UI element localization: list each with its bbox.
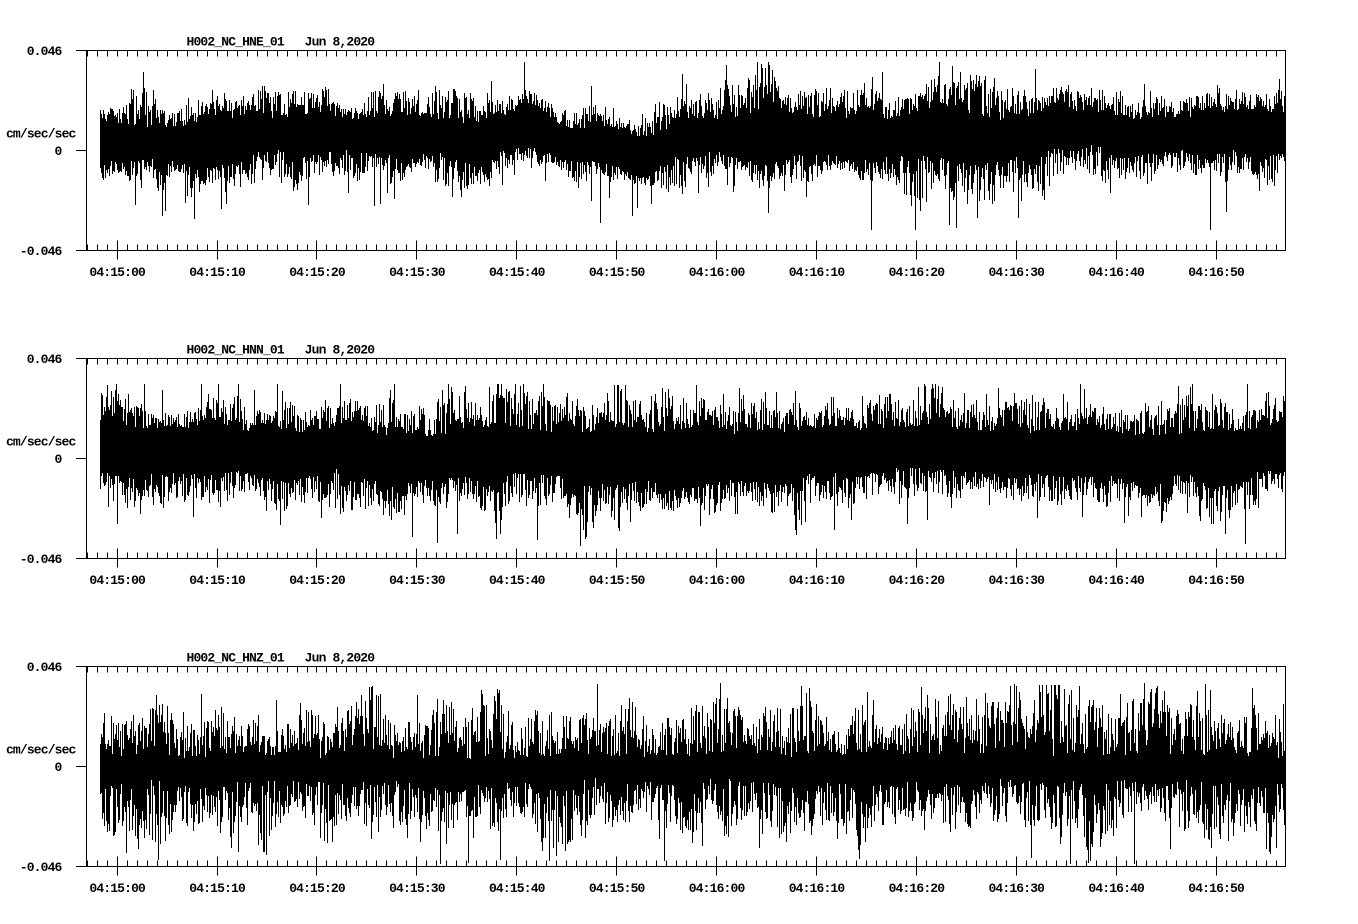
svg-text:H002_NC_HNZ_01 Jun 8,2020: H002_NC_HNZ_01 Jun 8,2020 bbox=[187, 651, 376, 666]
svg-text:H002_NC_HNE_01 Jun 8,2020: H002_NC_HNE_01 Jun 8,2020 bbox=[187, 35, 376, 50]
svg-text:-0.046: -0.046 bbox=[20, 552, 63, 567]
svg-text:04:15:10: 04:15:10 bbox=[189, 881, 246, 896]
svg-text:cm/sec/sec: cm/sec/sec bbox=[6, 435, 77, 450]
svg-text:04:16:10: 04:16:10 bbox=[789, 573, 846, 588]
svg-text:0.046: 0.046 bbox=[27, 660, 63, 675]
svg-text:cm/sec/sec: cm/sec/sec bbox=[6, 127, 77, 142]
svg-text:04:15:00: 04:15:00 bbox=[89, 265, 146, 280]
svg-text:04:16:40: 04:16:40 bbox=[1088, 881, 1145, 896]
svg-text:04:16:20: 04:16:20 bbox=[889, 265, 946, 280]
svg-text:04:15:40: 04:15:40 bbox=[489, 573, 546, 588]
svg-text:04:15:30: 04:15:30 bbox=[389, 265, 446, 280]
svg-text:04:16:10: 04:16:10 bbox=[789, 265, 846, 280]
svg-text:0: 0 bbox=[55, 144, 63, 159]
svg-text:04:16:30: 04:16:30 bbox=[988, 881, 1045, 896]
svg-text:04:15:40: 04:15:40 bbox=[489, 265, 546, 280]
svg-text:-0.046: -0.046 bbox=[20, 860, 63, 875]
svg-text:0.046: 0.046 bbox=[27, 352, 63, 367]
svg-text:cm/sec/sec: cm/sec/sec bbox=[6, 743, 77, 758]
svg-text:04:16:50: 04:16:50 bbox=[1188, 881, 1245, 896]
svg-text:04:16:10: 04:16:10 bbox=[789, 881, 846, 896]
svg-text:0: 0 bbox=[55, 452, 63, 467]
svg-text:04:15:00: 04:15:00 bbox=[89, 573, 146, 588]
svg-text:04:16:00: 04:16:00 bbox=[689, 573, 746, 588]
svg-text:04:15:10: 04:15:10 bbox=[189, 265, 246, 280]
svg-text:04:15:50: 04:15:50 bbox=[589, 573, 646, 588]
svg-text:04:15:10: 04:15:10 bbox=[189, 573, 246, 588]
svg-text:-0.046: -0.046 bbox=[20, 244, 63, 259]
svg-text:04:16:40: 04:16:40 bbox=[1088, 265, 1145, 280]
svg-text:04:15:50: 04:15:50 bbox=[589, 881, 646, 896]
svg-text:0.046: 0.046 bbox=[27, 44, 63, 59]
svg-text:04:16:30: 04:16:30 bbox=[988, 265, 1045, 280]
svg-text:04:16:20: 04:16:20 bbox=[889, 573, 946, 588]
svg-text:H002_NC_HNN_01 Jun 8,2020: H002_NC_HNN_01 Jun 8,2020 bbox=[187, 343, 376, 358]
svg-text:04:15:20: 04:15:20 bbox=[289, 573, 346, 588]
svg-text:04:16:50: 04:16:50 bbox=[1188, 573, 1245, 588]
svg-text:04:15:20: 04:15:20 bbox=[289, 265, 346, 280]
svg-text:04:15:40: 04:15:40 bbox=[489, 881, 546, 896]
svg-text:04:16:20: 04:16:20 bbox=[889, 881, 946, 896]
svg-text:04:16:30: 04:16:30 bbox=[988, 573, 1045, 588]
svg-text:04:15:50: 04:15:50 bbox=[589, 265, 646, 280]
svg-text:04:15:30: 04:15:30 bbox=[389, 573, 446, 588]
svg-text:04:16:40: 04:16:40 bbox=[1088, 573, 1145, 588]
svg-text:04:16:00: 04:16:00 bbox=[689, 265, 746, 280]
svg-text:04:15:20: 04:15:20 bbox=[289, 881, 346, 896]
svg-text:04:15:00: 04:15:00 bbox=[89, 881, 146, 896]
svg-text:0: 0 bbox=[55, 760, 63, 775]
svg-text:04:15:30: 04:15:30 bbox=[389, 881, 446, 896]
svg-text:04:16:00: 04:16:00 bbox=[689, 881, 746, 896]
svg-text:04:16:50: 04:16:50 bbox=[1188, 265, 1245, 280]
